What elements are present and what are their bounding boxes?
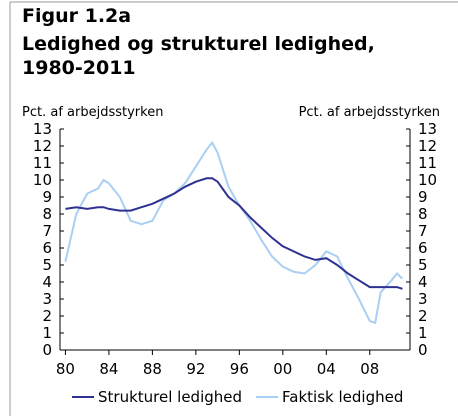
x-tick-label: 00 [273,360,292,378]
y2-tick-label: 7 [418,222,428,240]
y2-tick-label: 4 [418,273,428,291]
x-tick-label: 84 [99,360,118,378]
y-tick-label: 12 [33,137,52,155]
y-tick-label: 8 [42,205,52,223]
y-tick-label: 0 [42,341,52,359]
legend-label: Faktisk ledighed [282,388,403,406]
y2-tick-label: 10 [418,171,437,189]
y-tick-label: 1 [42,324,52,342]
y-tick-label: 13 [33,120,52,138]
x-tick-label: 04 [317,360,336,378]
y-tick-label: 9 [42,188,52,206]
y-tick-label: 10 [33,171,52,189]
x-tick-label: 92 [186,360,205,378]
x-tick-label: 80 [56,360,75,378]
figure-label: Figur 1.2a [22,5,131,27]
series-line [65,177,403,290]
chart-title: 1980-2011 [22,57,136,79]
x-tick-label: 08 [360,360,379,378]
y-tick-label: 4 [42,273,52,291]
y2-tick-label: 9 [418,188,428,206]
y-tick-label: 3 [42,290,52,308]
y2-tick-label: 0 [418,341,428,359]
y2-tick-label: 6 [418,239,428,257]
y2-tick-label: 2 [418,307,428,325]
y2-tick-label: 8 [418,205,428,223]
chart-title: Ledighed og strukturel ledighed, [22,33,375,55]
y-tick-label: 7 [42,222,52,240]
x-tick-label: 88 [143,360,162,378]
y-tick-label: 11 [33,154,52,172]
y2-tick-label: 1 [418,324,428,342]
legend-label: Strukturel ledighed [98,388,242,406]
y-tick-label: 5 [42,256,52,274]
y2-tick-label: 12 [418,137,437,155]
series-line [64,140,404,325]
y-axis-label: Pct. af arbejdsstyrken [22,105,163,120]
y2-tick-label: 11 [418,154,437,172]
y2-tick-label: 5 [418,256,428,274]
y2-tick-label: 13 [418,120,437,138]
y2-axis-label: Pct. af arbejdsstyrken [299,105,440,120]
y-tick-label: 2 [42,307,52,325]
y-tick-label: 6 [42,239,52,257]
y2-tick-label: 3 [418,290,428,308]
x-tick-label: 96 [230,360,249,378]
